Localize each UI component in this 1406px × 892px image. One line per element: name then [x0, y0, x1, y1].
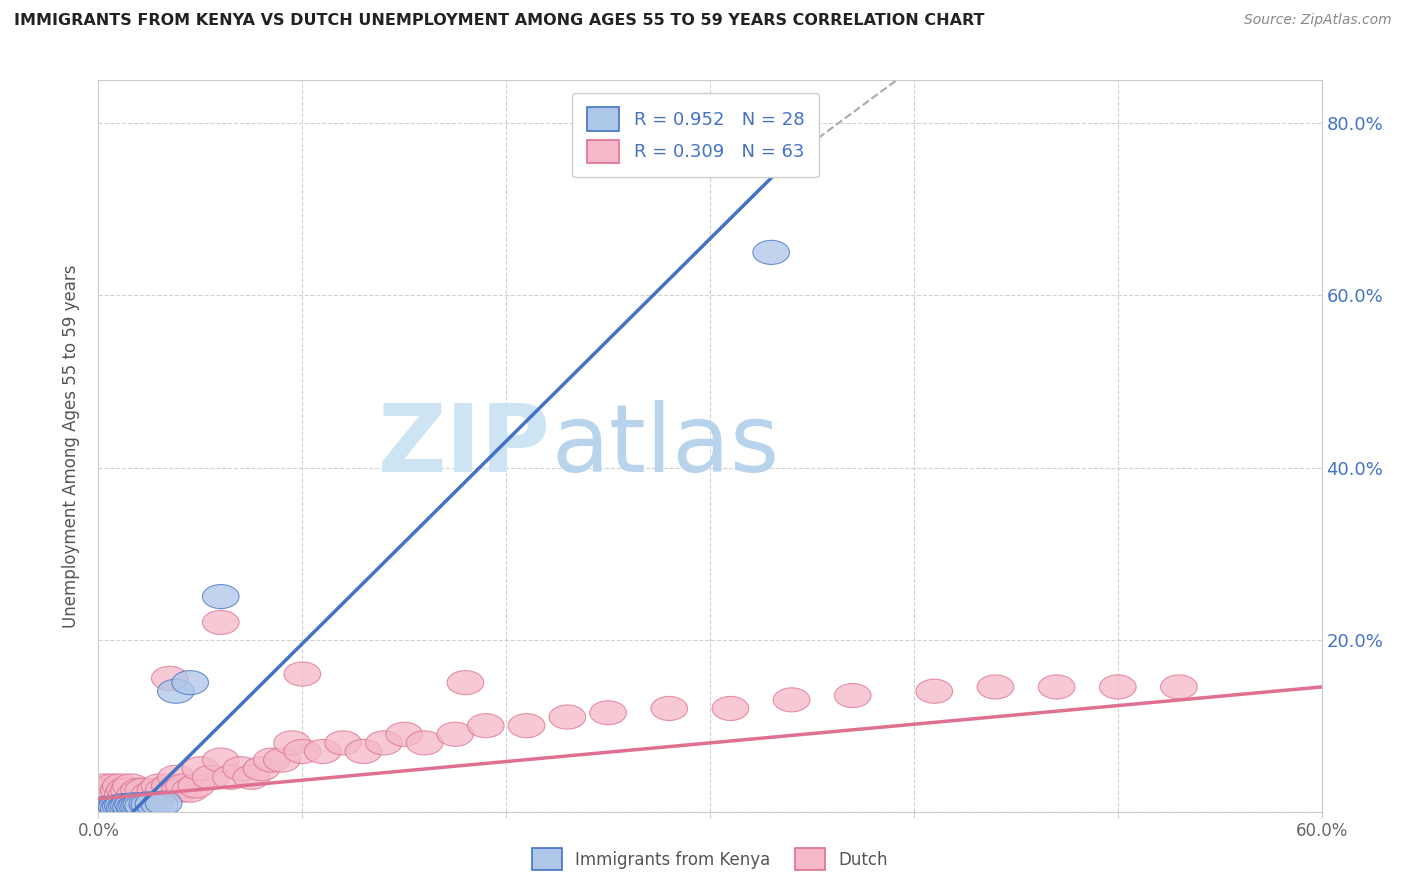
Ellipse shape — [406, 731, 443, 755]
Ellipse shape — [90, 778, 127, 802]
Ellipse shape — [651, 697, 688, 721]
Ellipse shape — [467, 714, 505, 738]
Ellipse shape — [125, 794, 162, 818]
Ellipse shape — [84, 798, 121, 822]
Ellipse shape — [112, 774, 149, 798]
Ellipse shape — [274, 731, 311, 755]
Ellipse shape — [1038, 675, 1076, 699]
Ellipse shape — [89, 797, 125, 821]
Ellipse shape — [145, 778, 181, 802]
Ellipse shape — [97, 787, 134, 811]
Ellipse shape — [834, 683, 872, 707]
Ellipse shape — [104, 794, 141, 818]
Ellipse shape — [508, 714, 546, 738]
Ellipse shape — [172, 671, 208, 695]
Ellipse shape — [915, 679, 953, 703]
Ellipse shape — [157, 679, 194, 703]
Ellipse shape — [385, 723, 423, 747]
Ellipse shape — [117, 782, 153, 806]
Ellipse shape — [100, 797, 138, 821]
Ellipse shape — [253, 748, 290, 772]
Ellipse shape — [366, 731, 402, 755]
Ellipse shape — [222, 756, 260, 780]
Ellipse shape — [447, 671, 484, 695]
Ellipse shape — [141, 774, 179, 798]
Ellipse shape — [284, 739, 321, 764]
Ellipse shape — [263, 748, 301, 772]
Ellipse shape — [589, 701, 627, 725]
Ellipse shape — [325, 731, 361, 755]
Ellipse shape — [111, 778, 148, 802]
Ellipse shape — [152, 666, 188, 690]
Ellipse shape — [94, 774, 131, 798]
Ellipse shape — [86, 774, 122, 798]
Ellipse shape — [202, 584, 239, 608]
Ellipse shape — [84, 782, 121, 806]
Ellipse shape — [100, 778, 138, 802]
Ellipse shape — [166, 774, 202, 798]
Ellipse shape — [145, 791, 181, 815]
Ellipse shape — [122, 793, 160, 817]
Legend: Immigrants from Kenya, Dutch: Immigrants from Kenya, Dutch — [526, 842, 894, 877]
Ellipse shape — [711, 697, 749, 721]
Text: Source: ZipAtlas.com: Source: ZipAtlas.com — [1244, 13, 1392, 28]
Ellipse shape — [141, 793, 179, 817]
Ellipse shape — [284, 662, 321, 686]
Ellipse shape — [179, 774, 215, 798]
Ellipse shape — [977, 675, 1014, 699]
Ellipse shape — [152, 774, 188, 798]
Ellipse shape — [138, 778, 174, 802]
Ellipse shape — [304, 739, 342, 764]
Ellipse shape — [548, 705, 586, 729]
Ellipse shape — [181, 756, 219, 780]
Ellipse shape — [104, 782, 141, 806]
Text: atlas: atlas — [551, 400, 779, 492]
Ellipse shape — [108, 782, 145, 806]
Ellipse shape — [89, 787, 125, 811]
Ellipse shape — [437, 723, 474, 747]
Ellipse shape — [93, 797, 129, 822]
Ellipse shape — [107, 778, 143, 802]
Ellipse shape — [117, 795, 153, 819]
Ellipse shape — [111, 794, 148, 818]
Ellipse shape — [108, 795, 145, 819]
Ellipse shape — [202, 748, 239, 772]
Ellipse shape — [131, 782, 167, 806]
Ellipse shape — [193, 765, 229, 789]
Ellipse shape — [162, 778, 198, 802]
Ellipse shape — [243, 756, 280, 780]
Ellipse shape — [86, 797, 122, 822]
Ellipse shape — [233, 765, 270, 789]
Ellipse shape — [121, 794, 157, 818]
Ellipse shape — [93, 782, 129, 806]
Ellipse shape — [212, 765, 249, 789]
Ellipse shape — [131, 793, 167, 817]
Ellipse shape — [103, 774, 139, 798]
Ellipse shape — [103, 795, 139, 819]
Ellipse shape — [157, 765, 194, 789]
Ellipse shape — [115, 793, 152, 817]
Y-axis label: Unemployment Among Ages 55 to 59 years: Unemployment Among Ages 55 to 59 years — [62, 264, 80, 628]
Ellipse shape — [129, 792, 166, 816]
Ellipse shape — [112, 795, 149, 819]
Ellipse shape — [773, 688, 810, 712]
Ellipse shape — [752, 240, 790, 264]
Ellipse shape — [172, 778, 208, 802]
Ellipse shape — [344, 739, 382, 764]
Ellipse shape — [125, 778, 162, 802]
Ellipse shape — [107, 796, 143, 820]
Ellipse shape — [202, 610, 239, 634]
Ellipse shape — [98, 796, 135, 820]
Ellipse shape — [1099, 675, 1136, 699]
Ellipse shape — [121, 778, 157, 802]
Ellipse shape — [98, 782, 135, 806]
Ellipse shape — [97, 797, 134, 821]
Ellipse shape — [135, 792, 172, 816]
Text: ZIP: ZIP — [378, 400, 551, 492]
Text: IMMIGRANTS FROM KENYA VS DUTCH UNEMPLOYMENT AMONG AGES 55 TO 59 YEARS CORRELATIO: IMMIGRANTS FROM KENYA VS DUTCH UNEMPLOYM… — [14, 13, 984, 29]
Ellipse shape — [120, 794, 156, 818]
Ellipse shape — [1160, 675, 1198, 699]
